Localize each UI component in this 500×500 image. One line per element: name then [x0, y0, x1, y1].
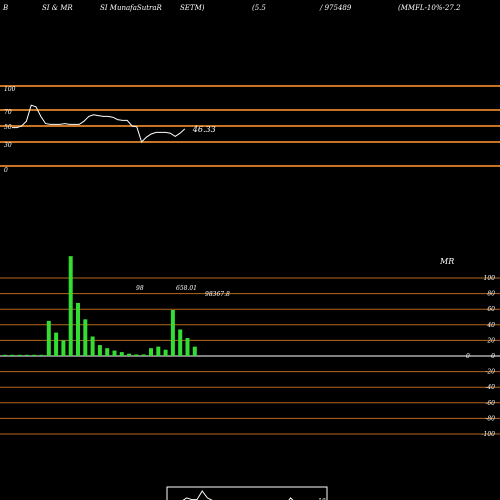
mrsi-bar — [10, 354, 15, 356]
mrsi-bar — [178, 329, 183, 356]
mrsi-bar — [61, 340, 66, 356]
header-item-1: SI & MR — [42, 4, 73, 12]
mrsi-bar — [83, 319, 88, 356]
mrsi-bar — [54, 332, 59, 356]
mrsi-bar — [127, 353, 132, 356]
mini-panel-frame — [166, 486, 328, 500]
header-item-3: SETM) — [180, 4, 205, 12]
rsi-last-value-label: 46.33 — [192, 125, 216, 134]
mrsi-bar — [119, 352, 124, 356]
mrsi-bar — [3, 354, 7, 356]
header-item-5: / 975489 — [320, 4, 352, 12]
mrsi-bar — [163, 349, 168, 356]
mrsi-tick-label: 20 — [486, 337, 495, 344]
mrsi-bar — [76, 302, 80, 356]
mrsi-bar — [39, 354, 44, 356]
mrsi-bar — [141, 354, 146, 356]
mrsi-bar — [17, 354, 22, 356]
mrsi-bar — [32, 354, 37, 356]
rsi-tick-label: 0 — [4, 167, 8, 174]
mrsi-bar — [170, 309, 175, 356]
rsi-tick-label: 70 — [4, 109, 12, 116]
rsi-tick-label: 30 — [4, 142, 12, 149]
mrsi-bar — [105, 348, 110, 356]
header-item-0: B — [3, 4, 9, 12]
mrsi-annotation-1: 658.01 — [176, 285, 197, 292]
mrsi-tick-label: -20 — [485, 369, 495, 376]
mrsi-tick-label: 100 — [484, 275, 496, 282]
mrsi-annotation-0: 98 — [136, 285, 144, 292]
mrsi-tick-label: 60 — [487, 306, 495, 313]
mrsi-bar — [149, 348, 153, 356]
mrsi-bar — [185, 338, 190, 356]
header-item-4: (5.5 — [252, 4, 266, 12]
mrsi-bar — [134, 354, 139, 356]
mrsi-bar — [97, 345, 102, 356]
mrsi-tick-label: -100 — [482, 431, 496, 438]
mini-label-0: 18 — [318, 498, 326, 500]
mrsi-bar — [90, 336, 95, 356]
mrsi-tick-label: -40 — [485, 384, 495, 391]
mrsi-zero-label: 0 — [466, 353, 470, 360]
mrsi-title: MR — [439, 257, 454, 266]
mrsi-bar — [112, 350, 117, 356]
rsi-tick-label: 50 — [4, 124, 12, 131]
mrsi-tick-label: 80 — [487, 291, 495, 298]
mrsi-bar — [24, 354, 29, 356]
mini-series-line — [182, 490, 294, 500]
mrsi-tick-label: -60 — [485, 400, 495, 407]
rsi-tick-label: 100 — [4, 86, 16, 93]
mrsi-bar — [46, 320, 51, 356]
mrsi-tick-label: -80 — [485, 415, 495, 422]
mrsi-tick-label: 0 — [491, 353, 495, 360]
mrsi-bar — [192, 346, 197, 356]
mrsi-bar — [68, 256, 73, 356]
header-item-6: (MMFL-10%-27.2 — [398, 4, 461, 12]
rsi-series-line — [12, 104, 186, 143]
mrsi-tick-label: 40 — [486, 322, 495, 329]
header-item-2: SI MunafaSutraR — [100, 4, 162, 12]
mrsi-annotation-2: 98367.8 — [205, 291, 230, 298]
mrsi-bar — [156, 346, 161, 356]
